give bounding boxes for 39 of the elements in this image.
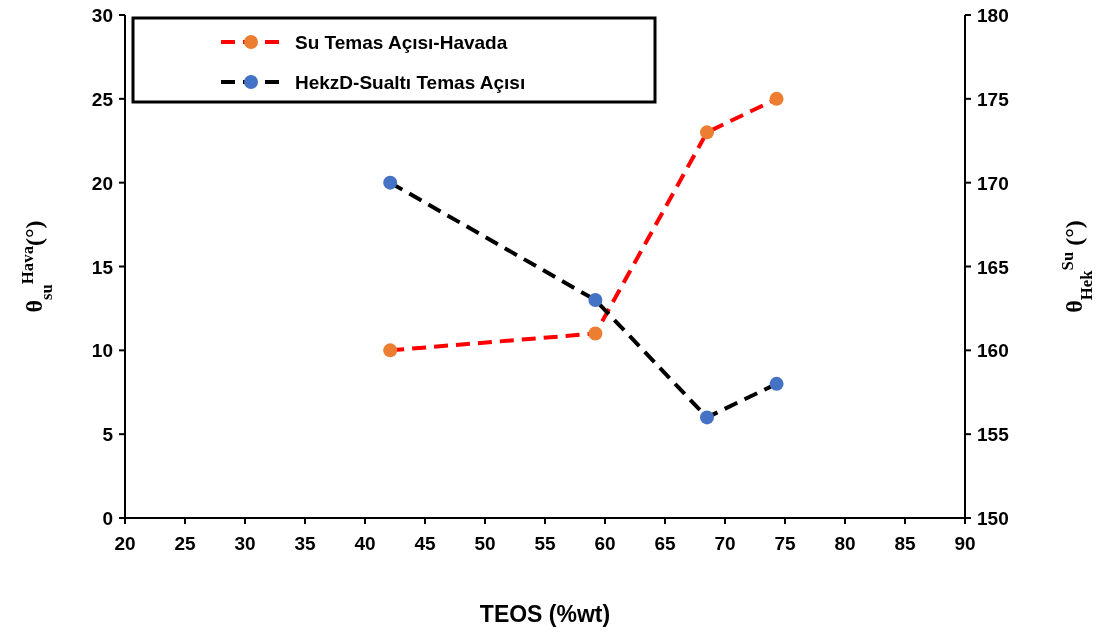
x-tick-label: 25 [174,533,196,554]
y2-tick-label: 150 [977,508,1009,529]
x-axis-title: TEOS (%wt) [479,601,611,627]
y2-tick-label: 170 [977,172,1009,194]
x-tick-label: 80 [834,533,856,554]
point [769,376,784,391]
x-tick-label: 85 [894,533,916,554]
y-tick-label: 15 [91,256,114,278]
y-tick-label: 20 [91,172,113,194]
y-tick-label: 30 [91,5,113,26]
legend-label: Su Temas Açısı-Havada [295,32,508,53]
y2-tick-label: 160 [977,340,1009,362]
point [588,326,603,341]
y-tick-label: 25 [91,88,114,110]
point [588,293,603,308]
y2-tick-label: 155 [977,424,1010,446]
y-tick-label: 5 [102,424,114,446]
x-tick-label: 50 [474,533,496,554]
x-tick-label: 40 [354,533,376,554]
x-tick-label: 60 [594,533,616,554]
x-tick-label: 30 [234,533,256,554]
y2-tick-label: 165 [977,256,1010,278]
point [700,410,714,425]
legend-label: HekzD-Sualtı Temas Açısı [295,72,526,93]
x-tick-label: 70 [714,533,736,554]
y-tick-label: 10 [91,340,113,362]
y2-tick-label: 180 [977,5,1009,26]
point [383,343,398,358]
x-tick-label: 55 [534,533,556,554]
point [700,125,714,140]
point [769,91,784,106]
y-tick-label: 0 [102,508,113,529]
x-tick-label: 45 [414,533,436,554]
point [383,175,398,190]
x-tick-label: 90 [954,533,976,554]
x-tick-label: 75 [774,533,796,554]
x-tick-label: 35 [294,533,316,554]
x-tick-label: 65 [654,533,676,554]
y2-tick-label: 175 [977,88,1010,110]
